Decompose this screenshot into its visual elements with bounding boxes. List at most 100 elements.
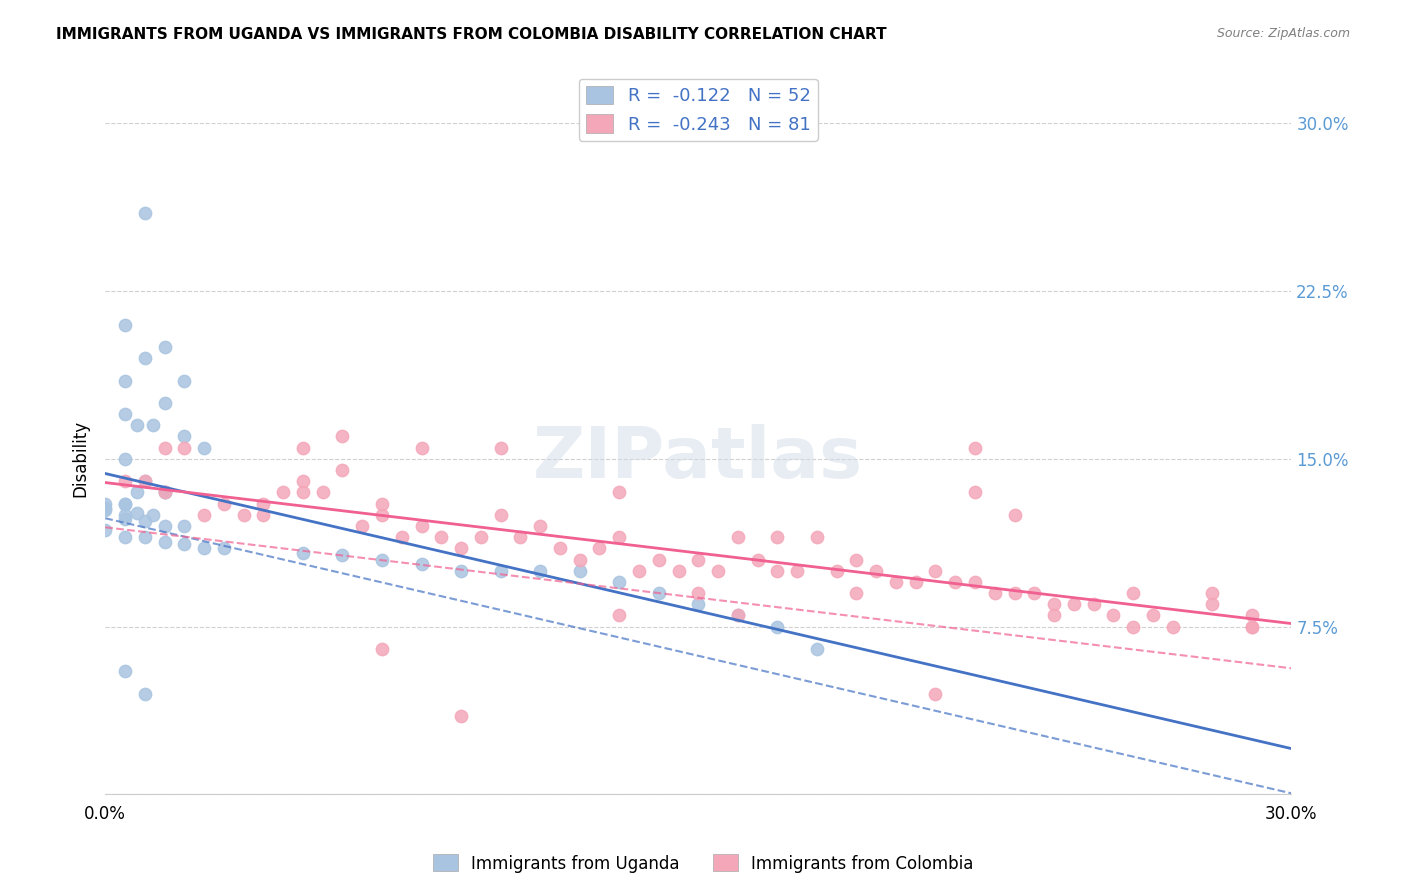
Point (806, 530, 828, 544)
Point (450, 564, 472, 578)
Point (1024, 586, 1046, 600)
Point (94, 497, 117, 511)
Point (142, 508, 165, 522)
Point (134, 206, 156, 220)
Point (153, 340, 176, 354)
Point (607, 574, 630, 589)
Point (153, 396, 176, 410)
Point (153, 519, 176, 533)
Point (607, 608, 630, 623)
Point (943, 574, 966, 589)
Legend: Immigrants from Uganda, Immigrants from Colombia: Immigrants from Uganda, Immigrants from … (426, 847, 980, 880)
Point (371, 497, 394, 511)
Point (509, 530, 531, 544)
Point (786, 564, 808, 578)
Point (114, 318, 136, 332)
Text: Source: ZipAtlas.com: Source: ZipAtlas.com (1216, 27, 1350, 40)
Point (212, 497, 235, 511)
Point (114, 497, 136, 511)
Point (1122, 586, 1144, 600)
Point (134, 474, 156, 488)
Point (450, 541, 472, 556)
Point (114, 508, 136, 522)
Y-axis label: Disability: Disability (72, 420, 89, 498)
Point (332, 463, 354, 477)
Point (173, 374, 195, 388)
Point (125, 418, 148, 433)
Legend: R =  -0.122   N = 52, R =  -0.243   N = 81: R = -0.122 N = 52, R = -0.243 N = 81 (579, 78, 818, 141)
Point (193, 541, 215, 556)
Point (766, 564, 789, 578)
Point (153, 534, 176, 549)
Point (747, 552, 769, 566)
Point (94, 501, 117, 516)
Point (1004, 508, 1026, 522)
Point (125, 485, 148, 500)
Point (1142, 608, 1164, 623)
Point (114, 451, 136, 466)
Point (173, 429, 195, 443)
Point (924, 687, 946, 701)
Point (332, 548, 354, 562)
Point (963, 441, 986, 455)
Point (1083, 597, 1105, 611)
Point (114, 497, 136, 511)
Text: ZIPatlas: ZIPatlas (533, 425, 863, 493)
Point (1122, 619, 1144, 633)
Point (411, 557, 433, 571)
Point (588, 541, 610, 556)
Point (727, 608, 749, 623)
Point (884, 574, 907, 589)
Point (114, 474, 136, 488)
Point (134, 515, 156, 529)
Point (845, 586, 868, 600)
Point (252, 508, 274, 522)
Point (114, 665, 136, 679)
Point (271, 485, 294, 500)
Point (627, 564, 650, 578)
Point (489, 508, 512, 522)
Point (568, 564, 591, 578)
Point (332, 429, 354, 443)
Point (291, 474, 314, 488)
Point (134, 687, 156, 701)
Point (291, 441, 314, 455)
Point (806, 642, 828, 657)
Point (94, 524, 117, 538)
Point (963, 485, 986, 500)
Point (1201, 597, 1223, 611)
Point (411, 519, 433, 533)
Point (1240, 608, 1263, 623)
Point (153, 485, 176, 500)
Point (1240, 619, 1263, 633)
Point (134, 351, 156, 366)
Point (153, 485, 176, 500)
Point (1063, 597, 1085, 611)
Point (607, 530, 630, 544)
Point (766, 619, 789, 633)
Point (548, 541, 571, 556)
Point (371, 642, 394, 657)
Point (865, 564, 887, 578)
Point (114, 530, 136, 544)
Point (707, 564, 730, 578)
Point (470, 530, 492, 544)
Point (125, 506, 148, 520)
Point (568, 552, 591, 566)
Point (489, 564, 512, 578)
Point (291, 485, 314, 500)
Point (924, 564, 946, 578)
Point (963, 574, 986, 589)
Point (311, 485, 333, 500)
Point (371, 508, 394, 522)
Point (727, 530, 749, 544)
Point (688, 586, 710, 600)
Point (825, 564, 848, 578)
Point (648, 586, 671, 600)
Point (489, 441, 512, 455)
Point (648, 552, 671, 566)
Point (291, 546, 314, 560)
Point (1161, 619, 1184, 633)
Point (114, 407, 136, 421)
Point (607, 485, 630, 500)
